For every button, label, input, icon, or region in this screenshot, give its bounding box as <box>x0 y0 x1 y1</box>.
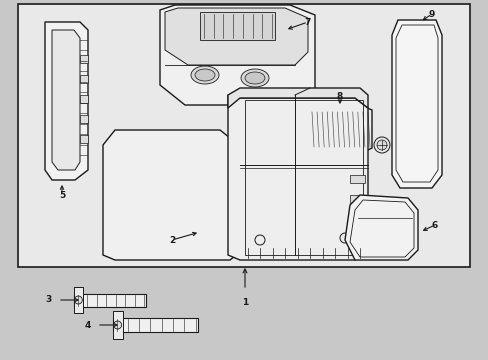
Polygon shape <box>45 22 88 180</box>
Text: 8: 8 <box>336 91 343 100</box>
Bar <box>74 293 146 306</box>
Bar <box>18 4 469 267</box>
Text: 9: 9 <box>428 9 434 18</box>
Polygon shape <box>391 20 441 188</box>
Polygon shape <box>164 8 307 65</box>
Polygon shape <box>160 5 314 105</box>
Ellipse shape <box>244 72 264 84</box>
Bar <box>80 95 88 103</box>
Polygon shape <box>52 30 80 170</box>
Text: 1: 1 <box>242 298 247 307</box>
Polygon shape <box>227 95 367 260</box>
Ellipse shape <box>191 66 219 84</box>
Polygon shape <box>103 130 240 260</box>
Polygon shape <box>345 195 417 260</box>
Bar <box>349 195 364 203</box>
Bar <box>112 311 122 339</box>
Bar <box>80 55 88 63</box>
Ellipse shape <box>241 69 268 87</box>
Circle shape <box>376 140 386 150</box>
Bar <box>200 12 274 40</box>
Circle shape <box>113 321 122 329</box>
Bar <box>349 175 364 183</box>
Circle shape <box>373 137 389 153</box>
Polygon shape <box>227 88 367 108</box>
Bar <box>112 318 197 332</box>
Text: 4: 4 <box>84 320 91 329</box>
Text: 5: 5 <box>59 190 65 199</box>
Bar <box>74 287 82 313</box>
Ellipse shape <box>195 69 215 81</box>
Bar <box>80 115 88 123</box>
Text: 6: 6 <box>431 220 437 230</box>
Text: 2: 2 <box>168 235 175 244</box>
Circle shape <box>74 296 82 304</box>
Bar <box>244 100 362 255</box>
Bar <box>80 75 88 83</box>
Text: 7: 7 <box>304 18 310 27</box>
Bar <box>80 135 88 143</box>
Polygon shape <box>307 103 371 155</box>
Text: 3: 3 <box>46 296 52 305</box>
Bar <box>349 215 364 223</box>
